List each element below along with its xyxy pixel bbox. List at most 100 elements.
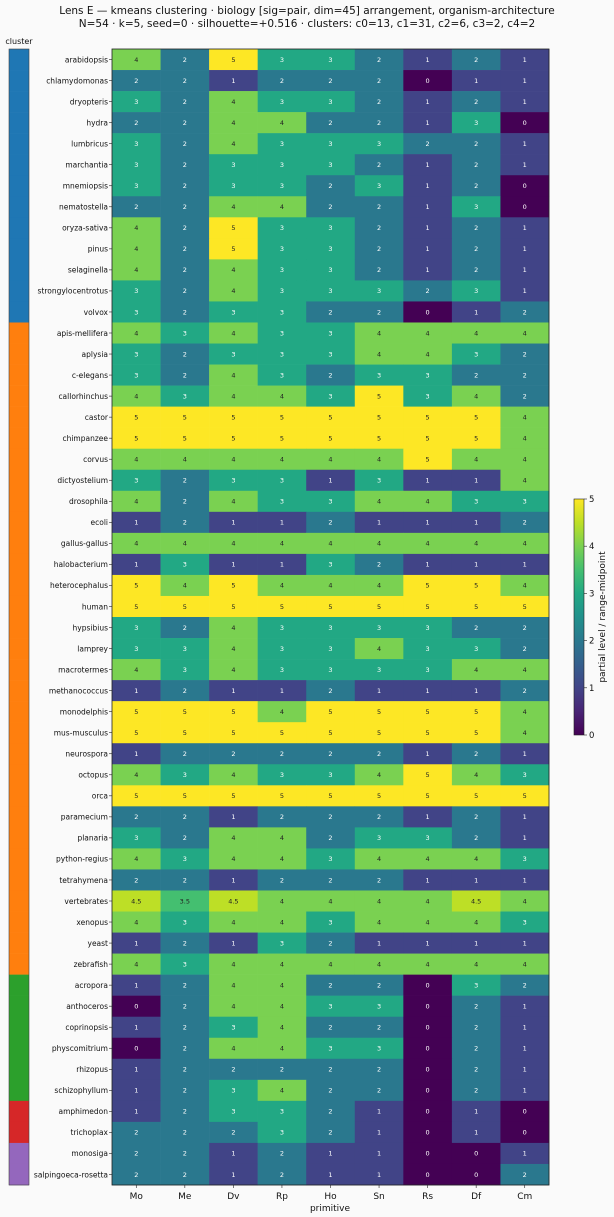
heatmap-cell [354, 995, 404, 1018]
cell-value-label: 4 [280, 834, 284, 842]
cell-value-label: 4 [231, 960, 235, 968]
heatmap-cell [451, 112, 501, 134]
heatmap-cell [209, 574, 258, 597]
heatmap-cell [306, 1163, 356, 1186]
cell-value-label: 3 [280, 98, 284, 106]
cell-value-label: 0 [426, 1129, 430, 1137]
heatmap-cell [306, 638, 356, 660]
cell-value-label: 2 [523, 981, 527, 989]
cell-value-label: 3 [280, 308, 284, 316]
heatmap-cell [500, 785, 550, 807]
heatmap-cell [451, 238, 501, 260]
cell-value-label: 2 [134, 1171, 138, 1179]
cell-value-label: 1 [280, 687, 284, 695]
cell-value-label: 4 [231, 1045, 235, 1053]
cell-value-label: 3 [280, 224, 284, 232]
cell-value-label: 2 [134, 813, 138, 821]
heatmap-cell [354, 953, 404, 975]
heatmap-cell [354, 364, 404, 386]
heatmap-cell [160, 490, 210, 513]
cell-value-label: 5 [231, 245, 235, 253]
row-label: heterocephalus [50, 581, 108, 590]
cell-value-label: 5 [280, 792, 284, 800]
heatmap-cell [403, 1079, 453, 1102]
heatmap-cell [160, 743, 210, 765]
cell-value-label: 5 [474, 708, 478, 716]
heatmap-cell [306, 911, 356, 933]
row-label: c-elegans [72, 371, 108, 380]
heatmap-cell [209, 1016, 258, 1039]
heatmap-cell [257, 301, 307, 323]
cell-value-label: 1 [523, 266, 527, 274]
cell-value-label: 4 [231, 855, 235, 863]
heatmap-cell [209, 638, 258, 660]
heatmap-cell [306, 743, 356, 765]
heatmap-cell [306, 70, 356, 92]
cell-value-label: 3 [134, 645, 138, 653]
heatmap-cell [257, 1016, 307, 1039]
heatmap-cell [112, 532, 161, 555]
heatmap-cell [403, 722, 453, 744]
heatmap-cell [257, 175, 307, 197]
cell-value-label: 5 [426, 729, 430, 737]
cell-value-label: 3 [474, 350, 478, 358]
heatmap-cell [160, 932, 210, 954]
heatmap-cell [500, 764, 550, 786]
cell-value-label: 4 [377, 350, 381, 358]
heatmap-cell [160, 1037, 210, 1060]
cell-value-label: 4 [183, 540, 187, 548]
cell-value-label: 2 [183, 266, 187, 274]
cell-value-label: 2 [183, 182, 187, 190]
heatmap-cell [209, 1121, 258, 1144]
cell-value-label: 1 [377, 1129, 381, 1137]
cell-value-label: 5 [134, 434, 138, 442]
heatmap-cell [354, 112, 404, 134]
cell-value-label: 5 [426, 771, 430, 779]
column-label: Ho [324, 1192, 337, 1202]
cluster-strip-segment [9, 932, 29, 954]
cell-value-label: 5 [134, 708, 138, 716]
heatmap-cell [306, 827, 356, 849]
cell-value-label: 2 [474, 813, 478, 821]
heatmap-cell [451, 1121, 501, 1144]
cell-value-label: 4 [134, 266, 138, 274]
cell-value-label: 2 [377, 161, 381, 169]
heatmap-cell [403, 154, 453, 176]
cluster-strip-segment [9, 1100, 29, 1123]
column-label: Me [178, 1192, 192, 1202]
cell-value-label: 3 [377, 182, 381, 190]
heatmap-cell [257, 911, 307, 933]
heatmap-cell [160, 617, 210, 639]
cell-value-label: 5 [377, 392, 381, 400]
heatmap-cell [451, 196, 501, 218]
heatmap-cell [112, 722, 161, 744]
heatmap-cell [403, 953, 453, 975]
cell-value-label: 3 [231, 350, 235, 358]
heatmap-cells: 4 2 5 3 3 2 1 2 1 2 2 1 2 2 2 0 1 1 3 2 4 3 3 2 1 2 1 2 2 4 4 2 2 1 3 0 3 2 4 3… [112, 49, 550, 1186]
cluster-strip-segment [9, 869, 29, 891]
heatmap-cell [451, 154, 501, 176]
row-label: oryza-sativa [62, 224, 108, 233]
row-label: rhizopus [76, 1065, 108, 1074]
heatmap-cell [160, 659, 210, 681]
heatmap-cell [451, 701, 501, 723]
heatmap-cell [354, 280, 404, 302]
cell-value-label: 5 [426, 582, 430, 590]
cell-value-label: 3 [328, 140, 332, 148]
cell-value-label: 2 [523, 371, 527, 379]
heatmap-cell [160, 196, 210, 218]
heatmap-cell [354, 511, 404, 534]
heatmap-cell [403, 133, 453, 155]
cell-value-label: 2 [474, 750, 478, 758]
cell-value-label: 2 [183, 477, 187, 485]
cell-value-label: 2 [426, 140, 430, 148]
cell-value-label: 2 [377, 750, 381, 758]
heatmap-cell [500, 680, 550, 702]
heatmap-cell [257, 133, 307, 155]
cell-value-label: 4 [426, 918, 430, 926]
heatmap-cell [160, 280, 210, 302]
cell-value-label: 3 [134, 287, 138, 295]
heatmap-cell [257, 1058, 307, 1081]
cell-value-label: 0 [474, 1150, 478, 1158]
cell-value-label: 1 [474, 308, 478, 316]
